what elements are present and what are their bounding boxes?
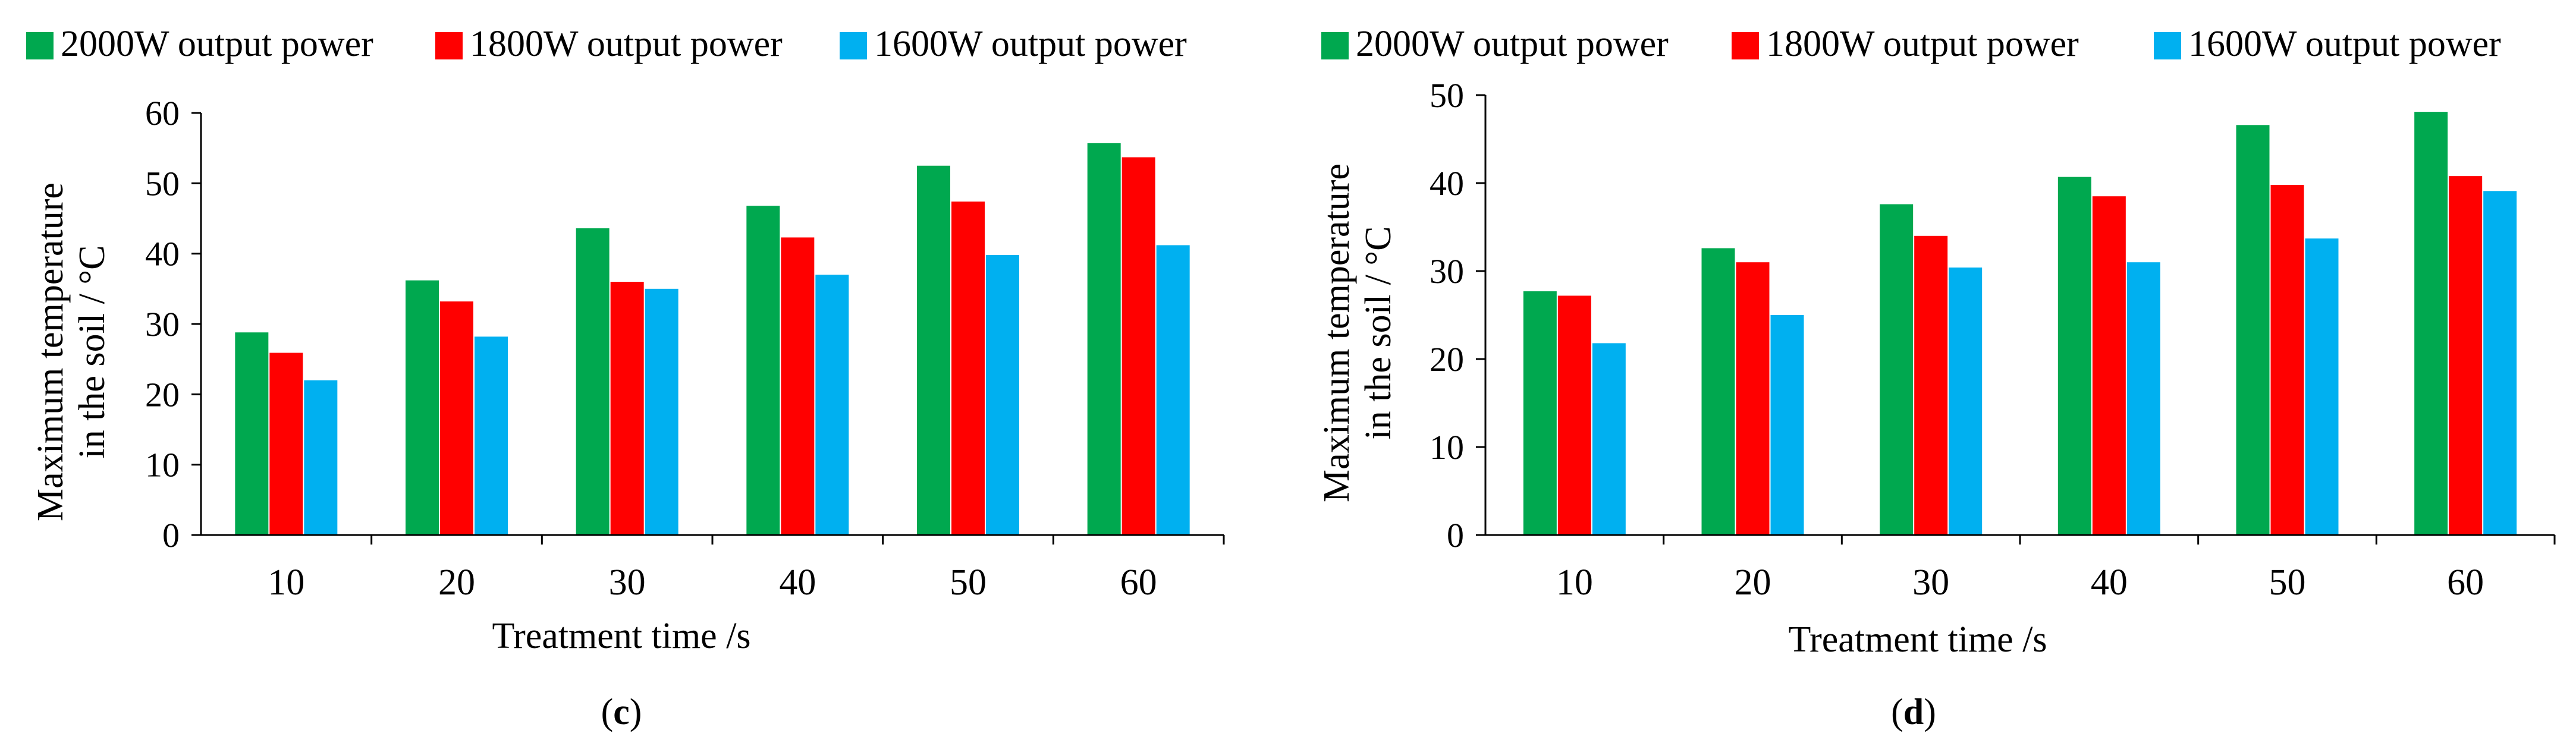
bar-c-s1-60 [1087,143,1121,536]
legend-c: 2000W output power 1800W output power 16… [26,24,1187,64]
bar-c-s1-10 [235,332,269,535]
legend-d-label-1800w: 1800W output power [1766,24,2079,64]
x-tick-label-c-20: 20 [438,562,475,603]
bar-d-s2-30 [1914,235,1948,535]
legend-c-label-2000w: 2000W output power [61,24,373,64]
plot-area-c: 0 10 20 30 40 50 60 10 20 30 40 50 60 [145,94,1225,603]
y-axis-title-d-line-1: Maximum temperature [1317,163,1357,502]
x-tick-label-d-40: 40 [2091,562,2128,603]
panel-d: 2000W output power 1800W output power 16… [1317,24,2556,732]
bar-c-s3-10 [304,380,338,535]
panel-label-c: (c) [601,692,642,732]
bar-d-s3-20 [1770,315,1804,535]
bar-d-s2-40 [2092,196,2126,535]
y-tick-label-d-40: 40 [1430,164,1464,203]
y-axis-title-c-line-2: in the soil / °C [72,246,112,459]
legend-d-swatch-2000w [1321,32,1349,59]
panel-label-d: (d) [1891,692,1936,732]
x-tick-label-c-10: 10 [268,562,304,603]
bar-d-s1-50 [2236,125,2270,535]
bar-d-s2-50 [2270,184,2304,536]
panel-label-c-letter: c [613,692,630,732]
x-axis-title-d: Treatment time /s [1788,619,2047,660]
x-tick-label-d-10: 10 [1556,562,1593,603]
bar-c-s3-50 [986,255,1019,535]
bar-d-s2-10 [1557,295,1591,535]
legend-d-label-1600w: 1600W output power [2188,24,2501,64]
y-axis-title-c-line-1: Maximum temperature [30,182,71,521]
bar-c-s1-50 [917,165,950,535]
bar-d-s3-50 [2305,238,2339,535]
y-tick-label-c-30: 30 [145,305,180,344]
bar-d-s3-60 [2483,191,2517,535]
y-axis-title-d-line-2: in the soil / °C [1358,226,1399,440]
x-tick-label-d-30: 30 [1912,562,1949,603]
y-tick-label-c-50: 50 [145,164,180,203]
y-tick-label-d-10: 10 [1430,428,1464,467]
y-tick-label-c-40: 40 [145,235,180,273]
bar-d-s1-60 [2414,112,2448,535]
y-tick-label-c-0: 0 [162,516,180,555]
bar-c-s3-40 [815,275,849,535]
plot-area-d: 0 10 20 30 40 50 10 20 30 40 50 60 [1430,76,2556,603]
bar-c-s2-30 [610,282,644,535]
bar-c-s2-10 [269,353,303,535]
x-tick-label-c-50: 50 [950,562,987,603]
legend-d-swatch-1600w [2154,32,2181,59]
legend-d-label-2000w: 2000W output power [1356,24,1669,64]
bar-c-s3-30 [645,288,678,535]
bar-d-s1-30 [1880,204,1914,535]
legend-d: 2000W output power 1800W output power 16… [1321,24,2501,64]
y-tick-label-d-50: 50 [1430,76,1464,115]
bar-d-s3-40 [2126,262,2160,535]
legend-d-swatch-1800w [1732,32,1759,59]
bar-c-s2-40 [781,237,815,535]
y-tick-label-c-10: 10 [145,446,180,484]
legend-c-label-1800w: 1800W output power [470,24,783,64]
x-axis-title-c: Treatment time /s [492,616,750,656]
bar-c-s3-60 [1156,245,1190,535]
x-tick-label-d-20: 20 [1735,562,1771,603]
x-tick-label-c-40: 40 [779,562,816,603]
y-tick-label-d-0: 0 [1447,516,1464,555]
bar-c-s3-20 [475,336,508,535]
bar-d-s2-20 [1736,262,1770,535]
y-tick-label-c-60: 60 [145,94,180,133]
legend-c-swatch-2000w [26,32,54,59]
bar-c-s2-20 [440,301,473,535]
x-tick-label-d-50: 50 [2269,562,2306,603]
y-tick-label-d-20: 20 [1430,340,1464,379]
x-tick-label-d-60: 60 [2447,562,2484,603]
legend-c-label-1600w: 1600W output power [874,24,1187,64]
bar-d-s3-10 [1592,343,1626,535]
bar-d-s3-30 [1949,268,1983,535]
legend-c-swatch-1600w [840,32,867,59]
bar-c-s2-50 [951,202,985,536]
x-tick-label-c-30: 30 [609,562,646,603]
panel-c: 2000W output power 1800W output power 16… [26,24,1225,732]
bar-c-s2-60 [1121,157,1155,535]
bar-d-s1-10 [1523,291,1557,535]
bar-d-s1-20 [1701,248,1735,535]
y-tick-label-d-30: 30 [1430,252,1464,291]
x-tick-label-c-60: 60 [1120,562,1157,603]
bar-d-s2-60 [2449,176,2483,535]
legend-c-swatch-1800w [435,32,463,59]
panel-label-d-letter: d [1903,692,1924,732]
bar-c-s1-20 [406,280,439,535]
y-tick-label-c-20: 20 [145,375,180,414]
bar-c-s1-40 [746,206,780,535]
bar-d-s1-40 [2057,177,2091,535]
bar-c-s1-30 [576,228,610,536]
